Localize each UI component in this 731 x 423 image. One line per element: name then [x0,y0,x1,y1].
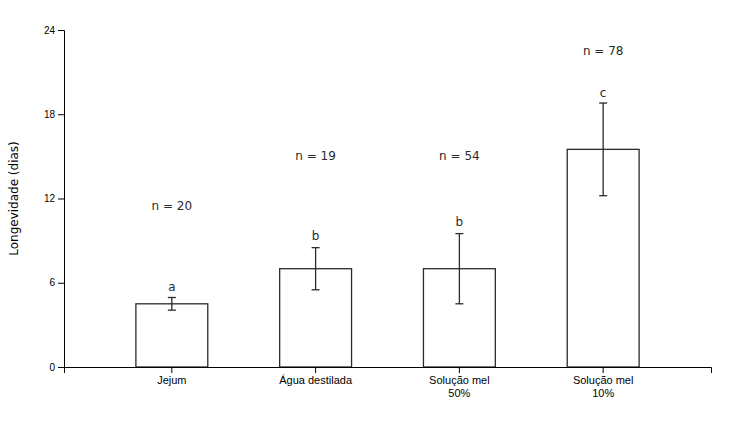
error-bar-cap [455,233,463,234]
annotations: n = 20 n = 19 n = 54 n = 78 a b b c [152,44,624,294]
error-bar-cap [312,247,320,248]
tick-mark [58,283,64,284]
tick-label-line: Solução mel [429,374,490,386]
error-bar-cap [168,297,176,298]
error-bar-cap [168,309,176,310]
tick-label: Solução mel50% [429,374,490,399]
tick-label: Água destilada [279,374,353,386]
tick: 18 [44,109,64,120]
error-bar-stem [603,103,604,196]
error-bar-stem [315,248,316,290]
tick-mark [315,367,316,373]
y-axis: 0 6 12 18 24 [44,25,65,373]
tick: 0 [49,362,64,373]
tick: Água destilada [279,367,353,386]
tick-label: 6 [49,277,55,288]
tick-label: 24 [44,25,56,36]
n-label: n = 20 [152,199,193,213]
error-bar-cap [312,289,320,290]
tick: Solução mel10% [573,367,634,399]
tick-mark [459,367,460,373]
error-bar [168,297,176,310]
error-bar [455,234,463,304]
n-label: n = 54 [439,149,480,163]
x-axis: JejumÁgua destiladaSolução mel50%Solução… [65,367,712,399]
tick-label-line: Solução mel [573,374,634,386]
bar [136,304,208,367]
tick-label-line: 50% [448,387,470,399]
error-bar-cap [599,195,607,196]
tick-label-line: Água destilada [279,374,353,386]
error-bar-stem [171,297,172,310]
tick-label: Jejum [157,374,186,386]
tick-mark [603,367,604,373]
error-bar [312,248,320,290]
tick: 6 [49,277,64,288]
tick: Solução mel50% [429,367,490,399]
tick: 12 [44,193,64,204]
tick: 24 [44,25,64,36]
tick-label-line: 10% [592,387,614,399]
tick-label-line: Jejum [157,374,186,386]
tick-label: 12 [44,193,56,204]
axis-line [58,31,65,368]
tick-label: 18 [44,109,56,120]
error-bar-cap [599,102,607,103]
chart: 06121824JejumÁgua destiladaSolução mel50… [0,0,731,423]
n-label: n = 78 [583,44,624,58]
tick-mark [58,199,64,200]
significance-label: a [168,280,175,294]
n-label: n = 19 [295,149,336,163]
error-bar-cap [455,303,463,304]
y-axis-title: Longevidade (dias) [7,141,21,256]
tick-mark [171,367,172,373]
significance-label: b [456,215,464,229]
tick-mark [58,114,64,115]
tick: Jejum [157,367,186,386]
tick-label: 0 [49,362,55,373]
significance-label: b [312,229,320,243]
significance-label: c [600,86,607,100]
tick-mark [58,367,64,368]
error-bar [599,103,607,196]
tick-mark [58,30,64,31]
tick-label: Solução mel10% [573,374,634,399]
axis-line [65,368,712,374]
plot: 06121824JejumÁgua destiladaSolução mel50… [44,25,712,399]
error-bar-stem [459,234,460,304]
marks [136,103,639,367]
